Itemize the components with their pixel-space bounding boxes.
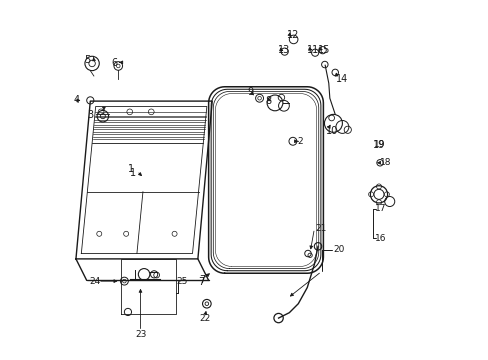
Text: 21: 21	[315, 224, 326, 233]
Text: 2: 2	[297, 137, 303, 146]
Text: 1: 1	[129, 168, 136, 178]
Text: 19: 19	[373, 140, 385, 149]
Text: 9: 9	[247, 87, 253, 97]
Text: 20: 20	[333, 246, 344, 255]
Text: 17: 17	[374, 204, 386, 213]
Text: 10: 10	[325, 126, 338, 135]
Text: 23: 23	[135, 330, 146, 339]
Text: 15: 15	[318, 45, 330, 55]
Text: 14: 14	[335, 74, 347, 84]
Text: 7: 7	[199, 275, 205, 285]
Text: 7: 7	[198, 277, 203, 287]
Text: 3: 3	[87, 111, 93, 121]
Text: 24: 24	[89, 276, 101, 285]
Text: 16: 16	[374, 234, 386, 243]
Text: 12: 12	[286, 30, 299, 40]
Text: 5: 5	[83, 55, 90, 65]
Text: 11: 11	[306, 45, 319, 55]
Text: 4: 4	[73, 95, 79, 105]
Text: 13: 13	[277, 45, 289, 55]
Text: 6: 6	[111, 58, 117, 68]
Text: 25: 25	[176, 276, 187, 285]
Text: 19: 19	[372, 140, 385, 150]
Text: 1: 1	[128, 164, 134, 174]
Text: 8: 8	[265, 96, 271, 106]
Text: 18: 18	[379, 158, 390, 167]
Text: 22: 22	[199, 314, 210, 323]
